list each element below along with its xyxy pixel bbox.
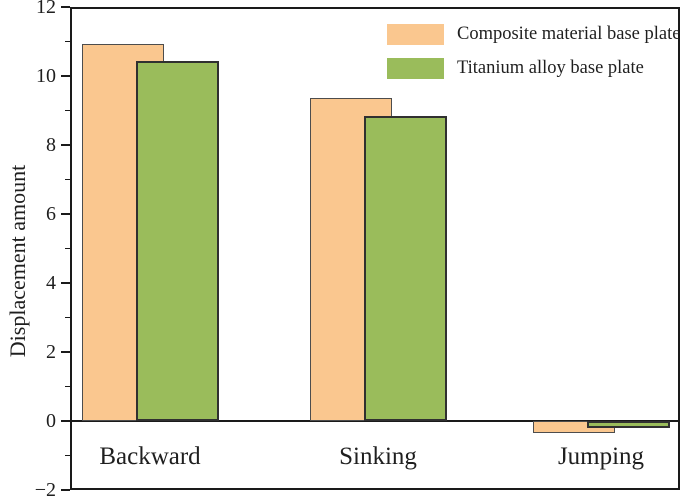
x-category-label-jumping: Jumping: [557, 443, 645, 470]
y-tick-label: 6: [46, 203, 56, 225]
bar-sinking-series1: [363, 115, 447, 421]
legend-swatch: [387, 24, 444, 45]
y-major-tick: [61, 74, 70, 78]
y-major-tick: [61, 419, 70, 423]
legend-label: Titanium alloy base plate: [457, 58, 644, 78]
y-tick-label: 12: [36, 0, 56, 18]
y-minor-tick: [64, 247, 70, 250]
legend: Composite material base plate Titanium al…: [387, 24, 680, 92]
y-minor-tick: [64, 454, 70, 457]
y-major-tick: [61, 281, 70, 285]
y-minor-tick: [64, 40, 70, 43]
y-major-tick: [61, 5, 70, 9]
y-minor-tick: [64, 109, 70, 112]
legend-item: Titanium alloy base plate: [387, 58, 680, 79]
y-tick-label: 8: [46, 134, 56, 156]
legend-label: Composite material base plate: [457, 24, 681, 44]
y-major-tick: [61, 350, 70, 354]
bar-backward-series1: [135, 61, 219, 421]
y-major-tick: [61, 488, 70, 492]
y-axis-title: Displacement amount: [5, 164, 30, 358]
zero-baseline: [70, 420, 680, 422]
legend-swatch: [387, 58, 444, 79]
y-minor-tick: [64, 178, 70, 181]
y-minor-tick: [64, 316, 70, 319]
y-tick-label: 2: [46, 341, 56, 363]
y-major-tick: [61, 212, 70, 216]
y-tick-label: −2: [34, 479, 56, 501]
y-minor-tick: [64, 385, 70, 388]
y-tick-label: 0: [46, 410, 56, 432]
y-tick-label: 10: [36, 65, 56, 87]
x-category-label-backward: Backward: [99, 443, 201, 470]
legend-item: Composite material base plate: [387, 24, 680, 45]
y-major-tick: [61, 143, 70, 147]
y-tick-label: 4: [46, 272, 56, 294]
bar-jumping-series1: [586, 421, 670, 429]
x-category-label-sinking: Sinking: [339, 443, 417, 470]
